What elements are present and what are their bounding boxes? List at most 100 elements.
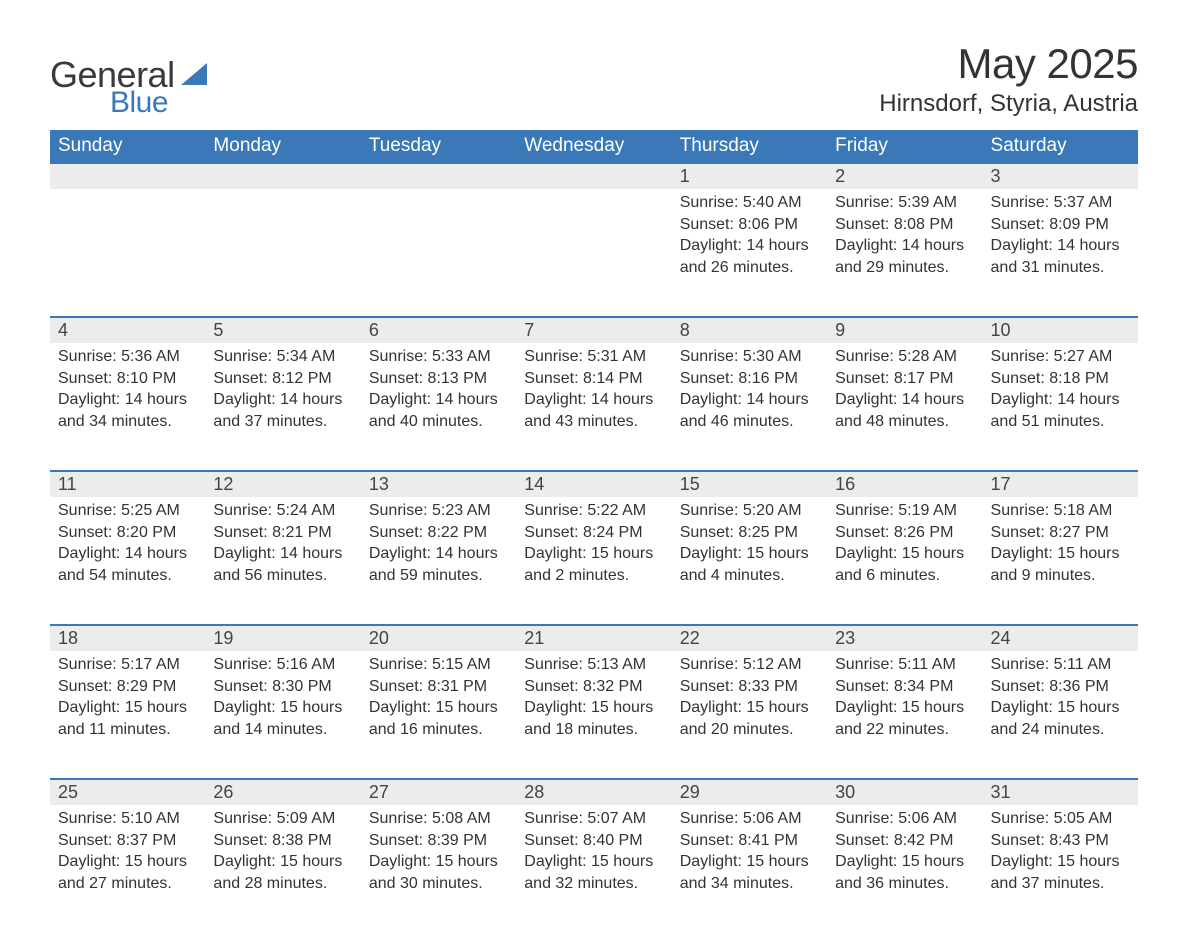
- day-body-cell: [361, 189, 516, 317]
- sunrise-text: Sunrise: 5:11 AM: [991, 654, 1130, 676]
- calendar-header-row: Sunday Monday Tuesday Wednesday Thursday…: [50, 130, 1138, 163]
- sunset-text: Sunset: 8:16 PM: [680, 368, 819, 390]
- daylight-text: Daylight: 15 hours and 37 minutes.: [991, 851, 1130, 894]
- day-number: 25: [58, 782, 78, 802]
- daylight-text: Daylight: 15 hours and 2 minutes.: [524, 543, 663, 586]
- calendar-daynum-row: 123: [50, 163, 1138, 189]
- day-number-cell: 22: [672, 625, 827, 651]
- daylight-text: Daylight: 15 hours and 11 minutes.: [58, 697, 197, 740]
- daylight-text: Daylight: 14 hours and 34 minutes.: [58, 389, 197, 432]
- day-number: 18: [58, 628, 78, 648]
- day-body-cell: [516, 189, 671, 317]
- header-row: General Blue May 2025 Hirnsdorf, Styria,…: [50, 40, 1138, 120]
- day-number-cell: 29: [672, 779, 827, 805]
- calendar-location: Hirnsdorf, Styria, Austria: [879, 90, 1138, 118]
- daylight-text: Daylight: 14 hours and 46 minutes.: [680, 389, 819, 432]
- day-header-saturday: Saturday: [983, 130, 1138, 163]
- sunset-text: Sunset: 8:31 PM: [369, 676, 508, 698]
- sunset-text: Sunset: 8:42 PM: [835, 830, 974, 852]
- daylight-text: Daylight: 15 hours and 9 minutes.: [991, 543, 1130, 586]
- sunset-text: Sunset: 8:18 PM: [991, 368, 1130, 390]
- day-number-cell: [205, 163, 360, 189]
- day-body-cell: Sunrise: 5:40 AMSunset: 8:06 PMDaylight:…: [672, 189, 827, 317]
- day-number: 21: [524, 628, 544, 648]
- sunrise-text: Sunrise: 5:07 AM: [524, 808, 663, 830]
- sunset-text: Sunset: 8:36 PM: [991, 676, 1130, 698]
- day-number: 20: [369, 628, 389, 648]
- calendar-title: May 2025: [879, 40, 1138, 88]
- day-body-cell: Sunrise: 5:33 AMSunset: 8:13 PMDaylight:…: [361, 343, 516, 471]
- sunrise-text: Sunrise: 5:05 AM: [991, 808, 1130, 830]
- day-number: 14: [524, 474, 544, 494]
- day-body-cell: Sunrise: 5:06 AMSunset: 8:42 PMDaylight:…: [827, 805, 982, 933]
- day-number-cell: 4: [50, 317, 205, 343]
- day-header-monday: Monday: [205, 130, 360, 163]
- daylight-text: Daylight: 15 hours and 4 minutes.: [680, 543, 819, 586]
- daylight-text: Daylight: 15 hours and 6 minutes.: [835, 543, 974, 586]
- sunrise-text: Sunrise: 5:15 AM: [369, 654, 508, 676]
- daylight-text: Daylight: 15 hours and 27 minutes.: [58, 851, 197, 894]
- sunrise-text: Sunrise: 5:28 AM: [835, 346, 974, 368]
- day-number-cell: 17: [983, 471, 1138, 497]
- day-number: 2: [835, 166, 845, 186]
- day-body-cell: Sunrise: 5:20 AMSunset: 8:25 PMDaylight:…: [672, 497, 827, 625]
- day-number: 22: [680, 628, 700, 648]
- calendar-daynum-row: 11121314151617: [50, 471, 1138, 497]
- calendar-body-row: Sunrise: 5:40 AMSunset: 8:06 PMDaylight:…: [50, 189, 1138, 317]
- sunrise-text: Sunrise: 5:36 AM: [58, 346, 197, 368]
- day-header-thursday: Thursday: [672, 130, 827, 163]
- daylight-text: Daylight: 14 hours and 26 minutes.: [680, 235, 819, 278]
- day-number: 30: [835, 782, 855, 802]
- sunset-text: Sunset: 8:09 PM: [991, 214, 1130, 236]
- day-number-cell: 11: [50, 471, 205, 497]
- day-number-cell: 23: [827, 625, 982, 651]
- sunset-text: Sunset: 8:22 PM: [369, 522, 508, 544]
- day-body-cell: Sunrise: 5:06 AMSunset: 8:41 PMDaylight:…: [672, 805, 827, 933]
- day-number-cell: 7: [516, 317, 671, 343]
- day-number-cell: 28: [516, 779, 671, 805]
- day-number-cell: 8: [672, 317, 827, 343]
- sunrise-text: Sunrise: 5:09 AM: [213, 808, 352, 830]
- calendar-body-row: Sunrise: 5:17 AMSunset: 8:29 PMDaylight:…: [50, 651, 1138, 779]
- day-number-cell: 13: [361, 471, 516, 497]
- day-number: 7: [524, 320, 534, 340]
- title-block: May 2025 Hirnsdorf, Styria, Austria: [879, 40, 1138, 118]
- day-header-wednesday: Wednesday: [516, 130, 671, 163]
- sunrise-text: Sunrise: 5:12 AM: [680, 654, 819, 676]
- day-number-cell: 10: [983, 317, 1138, 343]
- daylight-text: Daylight: 15 hours and 28 minutes.: [213, 851, 352, 894]
- day-body-cell: Sunrise: 5:24 AMSunset: 8:21 PMDaylight:…: [205, 497, 360, 625]
- sunset-text: Sunset: 8:34 PM: [835, 676, 974, 698]
- day-number: 24: [991, 628, 1011, 648]
- day-number-cell: [50, 163, 205, 189]
- daylight-text: Daylight: 14 hours and 29 minutes.: [835, 235, 974, 278]
- sunrise-text: Sunrise: 5:20 AM: [680, 500, 819, 522]
- day-number: 13: [369, 474, 389, 494]
- daylight-text: Daylight: 14 hours and 56 minutes.: [213, 543, 352, 586]
- day-number: 31: [991, 782, 1011, 802]
- day-body-cell: [50, 189, 205, 317]
- sunset-text: Sunset: 8:32 PM: [524, 676, 663, 698]
- calendar-daynum-row: 25262728293031: [50, 779, 1138, 805]
- day-body-cell: Sunrise: 5:12 AMSunset: 8:33 PMDaylight:…: [672, 651, 827, 779]
- day-body-cell: Sunrise: 5:30 AMSunset: 8:16 PMDaylight:…: [672, 343, 827, 471]
- sunrise-text: Sunrise: 5:13 AM: [524, 654, 663, 676]
- day-number: 28: [524, 782, 544, 802]
- day-body-cell: Sunrise: 5:15 AMSunset: 8:31 PMDaylight:…: [361, 651, 516, 779]
- daylight-text: Daylight: 15 hours and 36 minutes.: [835, 851, 974, 894]
- sunrise-text: Sunrise: 5:30 AM: [680, 346, 819, 368]
- day-header-friday: Friday: [827, 130, 982, 163]
- day-body-cell: Sunrise: 5:10 AMSunset: 8:37 PMDaylight:…: [50, 805, 205, 933]
- day-header-tuesday: Tuesday: [361, 130, 516, 163]
- day-number: 29: [680, 782, 700, 802]
- sunrise-text: Sunrise: 5:33 AM: [369, 346, 508, 368]
- sunset-text: Sunset: 8:40 PM: [524, 830, 663, 852]
- day-number-cell: 9: [827, 317, 982, 343]
- daylight-text: Daylight: 14 hours and 54 minutes.: [58, 543, 197, 586]
- day-number-cell: 3: [983, 163, 1138, 189]
- daylight-text: Daylight: 14 hours and 43 minutes.: [524, 389, 663, 432]
- sunset-text: Sunset: 8:20 PM: [58, 522, 197, 544]
- daylight-text: Daylight: 14 hours and 48 minutes.: [835, 389, 974, 432]
- day-number: 12: [213, 474, 233, 494]
- day-number-cell: [361, 163, 516, 189]
